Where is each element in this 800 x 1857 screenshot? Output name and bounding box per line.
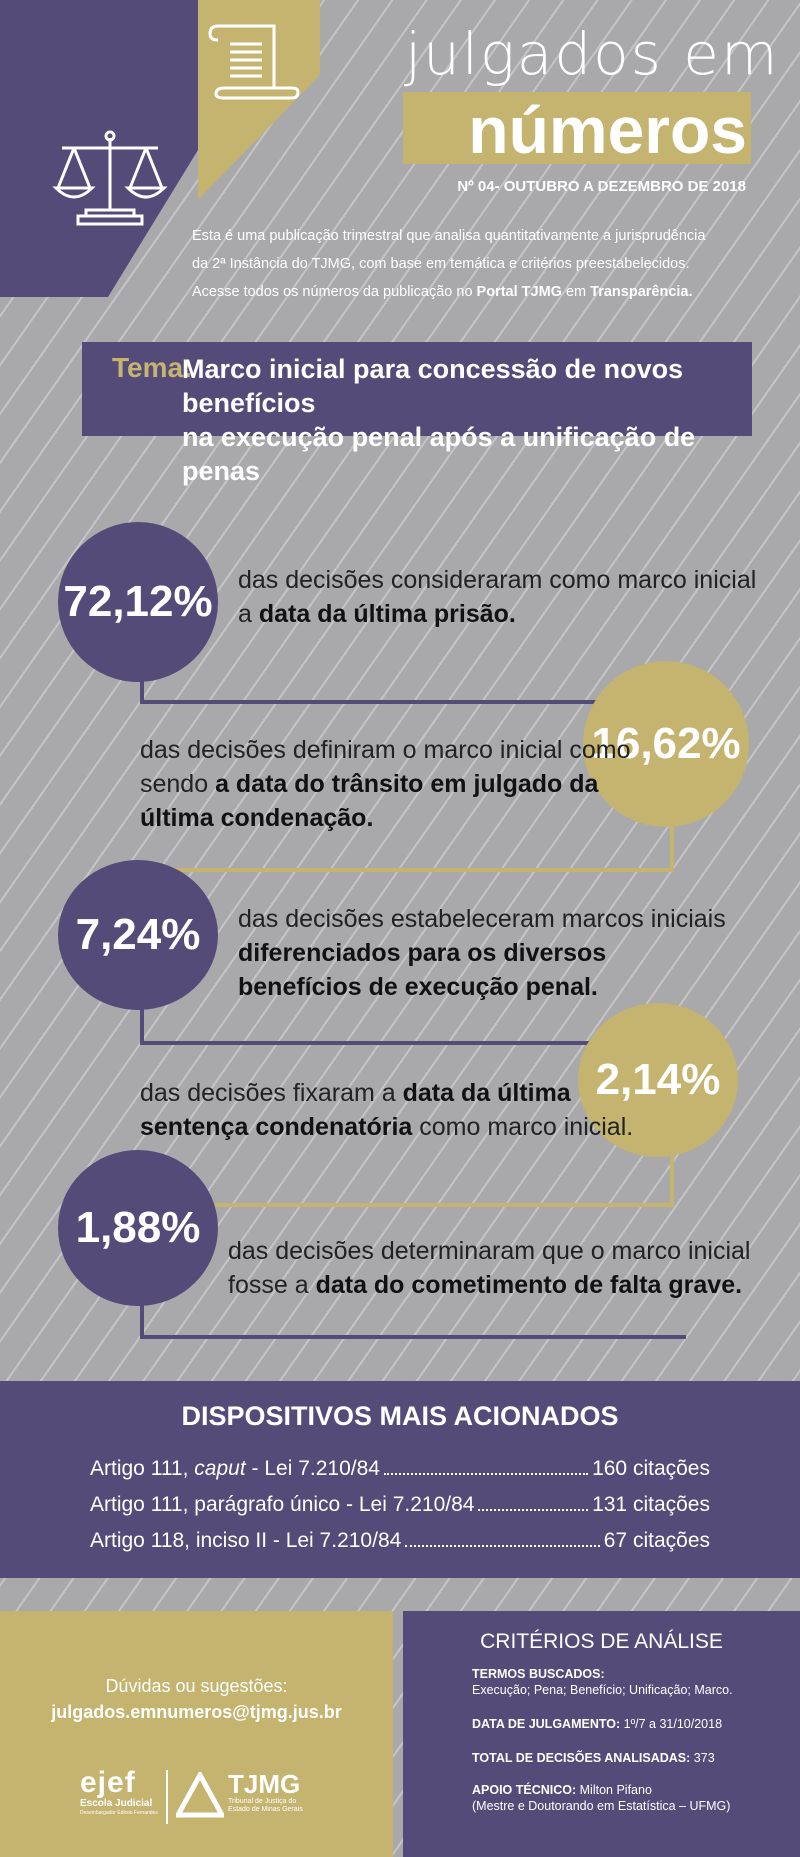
edition-label: Nº 04- OUTUBRO A DEZEMBRO DE 2018 xyxy=(457,178,746,195)
dispositivos-section xyxy=(0,1381,800,1578)
ejef-logo: ejef Escola Judicial Desembargador Edési… xyxy=(80,1766,158,1817)
criterios-title: CRITÉRIOS DE ANÁLISE xyxy=(480,1630,723,1653)
citation-count: 67 citações xyxy=(603,1529,710,1552)
title-highlight-bar xyxy=(403,92,751,164)
document-scroll-icon xyxy=(208,24,300,100)
criterio-total: TOTAL DE DECISÕES ANALISADAS: 373 xyxy=(472,1751,715,1765)
leader-dots xyxy=(383,1473,589,1475)
transparencia-link[interactable]: Transparência. xyxy=(590,284,693,300)
stat-circle-3: 7,24% xyxy=(58,860,218,1010)
stat-circle-1: 72,12% xyxy=(58,522,218,682)
stat-text-3: das decisões estabeleceram marcos inicia… xyxy=(238,905,726,1001)
criterio-data: DATA DE JULGAMENTO: 1º/7 a 31/10/2018 xyxy=(472,1717,723,1731)
logo-divider xyxy=(166,1770,168,1824)
tjmg-triangle-icon xyxy=(176,1772,224,1818)
citation-count: 160 citações xyxy=(592,1457,710,1480)
intro-line-3: Acesse todos os números da publicação no… xyxy=(192,284,693,300)
stat-text-5: das decisões determinaram que o marco in… xyxy=(228,1237,751,1299)
tema-text: Marco inicial para concessão de novos be… xyxy=(182,352,742,488)
citation-count: 131 citações xyxy=(592,1493,710,1516)
dispositivo-row-2: Artigo 111, parágrafo único - Lei 7.210/… xyxy=(90,1493,710,1516)
scales-of-justice-icon xyxy=(52,130,168,226)
tjmg-logo: TJMG Tribunal de Justiça do Estado de Mi… xyxy=(228,1769,303,1813)
stat-circle-4: 2,14% xyxy=(578,1003,738,1157)
tema-line-1: Marco inicial para concessão de novos be… xyxy=(182,354,684,418)
title-line2: números xyxy=(468,93,747,167)
tema-line-2: na execução penal após a unificação de p… xyxy=(182,422,696,486)
intro-text: Esta é uma publicação trimestral que ana… xyxy=(192,222,772,306)
stat-text-4: das decisões fixaram a data da última se… xyxy=(140,1079,634,1141)
intro-line-2: da 2ª Instância do TJMG, com base em tem… xyxy=(192,256,690,272)
criterio-apoio: APOIO TÉCNICO: Milton Pifano (Mestre e D… xyxy=(472,1783,731,1813)
stat-circle-2: 16,62% xyxy=(583,661,749,827)
duvidas-label: Dúvidas ou sugestões: xyxy=(105,1676,288,1696)
criterio-termos: TERMOS BUSCADOS: Execução; Pena; Benefíc… xyxy=(472,1667,733,1697)
contact-section xyxy=(0,1611,393,1857)
stat-text-1: das decisões consideraram como marco ini… xyxy=(238,566,757,628)
tema-box xyxy=(82,342,752,436)
portal-link[interactable]: Portal TJMG xyxy=(476,284,562,300)
criterios-section xyxy=(403,1611,800,1857)
tema-label: Tema: xyxy=(112,352,193,383)
leader-dots xyxy=(478,1509,589,1511)
leader-dots xyxy=(405,1545,600,1547)
stat-text-2: das decisões definiram o marco inicial c… xyxy=(140,736,631,832)
title-line1: julgados em xyxy=(405,20,780,88)
stat-circle-5: 1,88% xyxy=(58,1150,218,1306)
dispositivo-row-1: Artigo 111, caput - Lei 7.210/84 160 cit… xyxy=(90,1457,710,1480)
intro-line-1: Esta é uma publicação trimestral que ana… xyxy=(192,228,706,244)
contact-email-link[interactable]: julgados.emnumeros@tjmg.jus.br xyxy=(51,1702,342,1722)
dispositivo-row-3: Artigo 118, inciso II - Lei 7.210/84 67 … xyxy=(90,1529,710,1552)
dispositivos-title: DISPOSITIVOS MAIS ACIONADOS xyxy=(181,1401,619,1431)
